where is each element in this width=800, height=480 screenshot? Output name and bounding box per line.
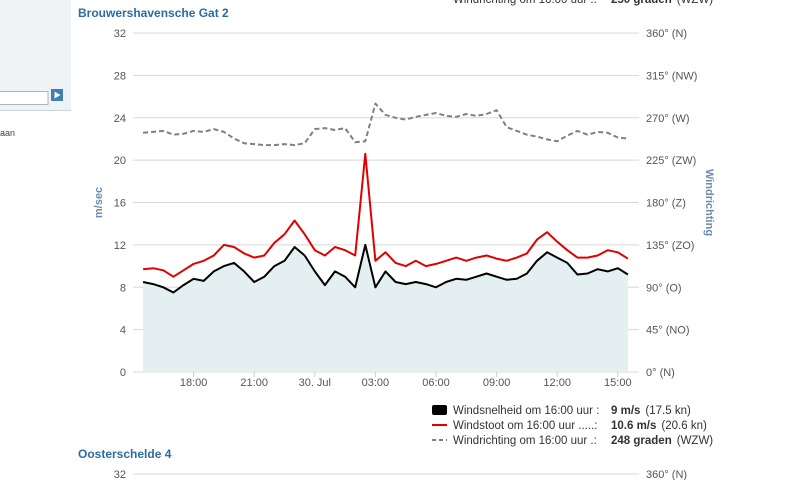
x-tick-label: 15:00: [604, 377, 632, 389]
y2-tick-label: 315° (NW): [646, 70, 697, 82]
series-line: [143, 102, 628, 147]
x-tick-label: 06:00: [422, 377, 450, 389]
y2-tick-label: 180° (Z): [646, 198, 686, 210]
y2-tick-label: 45° (NO): [646, 325, 690, 337]
series-area: [143, 244, 628, 372]
legend-label: Windrichting om 16:00 uur .:: [453, 0, 597, 6]
y2-tick-label: 225° (ZW): [646, 155, 696, 167]
y2-axis-title: Windrichting: [703, 169, 715, 236]
x-tick-label: 09:00: [483, 377, 511, 389]
y2-tick-label: 0° (N): [646, 367, 675, 379]
y2-tick-label: 360° (N): [646, 28, 687, 40]
legend-readout: 9 m/s: [611, 405, 640, 417]
y-axis-title: m/sec: [93, 187, 105, 218]
y2-tick-label: 270° (W): [646, 113, 690, 125]
chart-title: Oosterschelde 4: [78, 447, 172, 461]
legend-readout-alt: (20.6 kn): [661, 420, 707, 432]
x-tick-label: 12:00: [543, 377, 571, 389]
legend-readout-alt: (WZW): [677, 0, 714, 6]
y-tick-label: 32: [114, 469, 126, 480]
x-tick-label: 03:00: [362, 377, 390, 389]
sidebar-text: aan: [0, 128, 15, 138]
y-tick-label: 12: [114, 240, 126, 252]
y-tick-label: 20: [114, 155, 126, 167]
legend-readout-alt: (WZW): [677, 435, 714, 447]
x-tick-label: 21:00: [240, 377, 268, 389]
y-tick-label: 0: [120, 367, 126, 379]
legend-label: Windstoot om 16:00 uur .....:: [453, 420, 597, 432]
y-tick-label: 8: [120, 282, 126, 294]
series-line: [142, 243, 629, 294]
legend-readout: 10.6 m/s: [611, 420, 656, 432]
y2-tick-label: 90° (O): [646, 282, 682, 294]
y-tick-label: 32: [114, 28, 126, 40]
x-tick-label: 30. Jul: [299, 377, 331, 389]
y-tick-label: 28: [114, 70, 126, 82]
legend-label: Windsnelheid om 16:00 uur :: [453, 405, 599, 417]
y2-tick-label: 360° (N): [646, 469, 687, 480]
y-tick-label: 16: [114, 198, 126, 210]
legend-readout: 250 graden: [611, 0, 672, 6]
x-tick-label: 18:00: [180, 377, 208, 389]
y2-tick-label: 135° (ZO): [646, 240, 694, 252]
legend-readout-alt: (17.5 kn): [645, 405, 691, 417]
legend-readout: 248 graden: [611, 435, 672, 447]
legend-symbol: [432, 405, 447, 415]
y-tick-label: 4: [120, 325, 126, 337]
chart-title: Brouwershavensche Gat 2: [78, 6, 229, 20]
search-input[interactable]: [0, 91, 49, 105]
legend-label: Windrichting om 16:00 uur .:: [453, 435, 597, 447]
y-tick-label: 24: [114, 113, 126, 125]
submit-icon: [54, 91, 61, 99]
series-line: [143, 152, 629, 278]
